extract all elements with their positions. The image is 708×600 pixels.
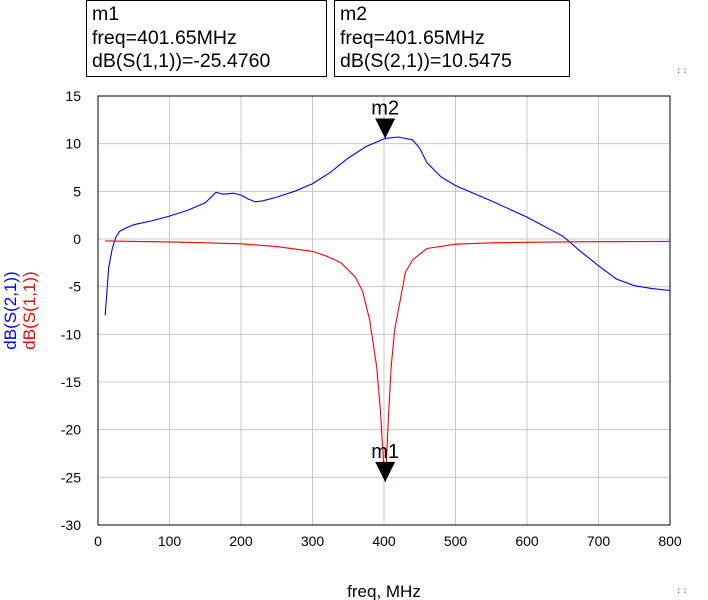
x-tick-label: 600 xyxy=(515,533,539,549)
marker-arrows: m1 m2 xyxy=(371,97,399,482)
y-tick-label: 15 xyxy=(65,88,81,104)
y-tick-label: -15 xyxy=(61,374,81,390)
marker-m2-arrow-icon[interactable] xyxy=(375,118,396,139)
marker-m1-arrow-icon[interactable] xyxy=(375,461,396,482)
plot-frame xyxy=(97,95,671,526)
marker-m2-readout[interactable]: m2 freq=401.65MHz dB(S(2,1))=10.5475 xyxy=(334,0,570,77)
marker-m2-freq: freq=401.65MHz xyxy=(340,26,485,49)
y-tick-label: 10 xyxy=(65,136,81,152)
marker-m2-value: dB(S(2,1))=10.5475 xyxy=(340,50,512,72)
y-tick-label: -25 xyxy=(61,469,81,485)
y-tick-label: -10 xyxy=(61,326,81,342)
x-tick-label: 200 xyxy=(229,533,253,549)
x-tick-label: 100 xyxy=(158,533,182,549)
y-axis-label-s11: dB(S(1,1)) xyxy=(20,271,39,349)
corner-handle-icon: :: xyxy=(676,586,689,596)
corner-handle-icon: :: xyxy=(676,66,689,76)
series-line-db-s-1-1 xyxy=(105,240,671,482)
y-tick-label: -20 xyxy=(61,422,81,438)
x-tick-label: 800 xyxy=(658,533,682,549)
y-tick-label: 5 xyxy=(73,183,81,199)
y-tick-label: 0 xyxy=(73,231,81,247)
marker-m1-value: dB(S(1,1))=-25.4760 xyxy=(92,50,271,72)
x-tick-label: 500 xyxy=(444,533,468,549)
marker-m1-freq: freq=401.65MHz xyxy=(92,26,237,49)
tick-labels: 0 100 200 300 400 500 600 700 800 15 10 5 0 -5 -10 -15 -… xyxy=(61,88,682,549)
x-tick-label: 300 xyxy=(301,533,325,549)
x-tick-label: 400 xyxy=(372,533,396,549)
marker-m2-label: m2 xyxy=(371,97,399,119)
marker-m1-readout[interactable]: m1 freq=401.65MHz dB(S(1,1))=-25.4760 xyxy=(86,0,327,77)
x-axis-label: freq, MHz xyxy=(347,582,421,600)
x-tick-label: 700 xyxy=(587,533,611,549)
y-tick-label: -5 xyxy=(69,279,82,295)
marker-m2-name: m2 xyxy=(340,3,368,25)
y-axis-label-s21: dB(S(2,1)) xyxy=(1,271,20,349)
marker-m1-name: m1 xyxy=(92,3,120,25)
y-axis-labels: dB(S(2,1)) dB(S(1,1)) xyxy=(1,271,39,349)
x-tick-label: 0 xyxy=(94,533,102,549)
series-lines xyxy=(104,136,671,482)
y-tick-label: -30 xyxy=(61,517,81,533)
series-line-db-s-2-1 xyxy=(104,136,671,316)
marker-m1-label: m1 xyxy=(371,441,399,463)
